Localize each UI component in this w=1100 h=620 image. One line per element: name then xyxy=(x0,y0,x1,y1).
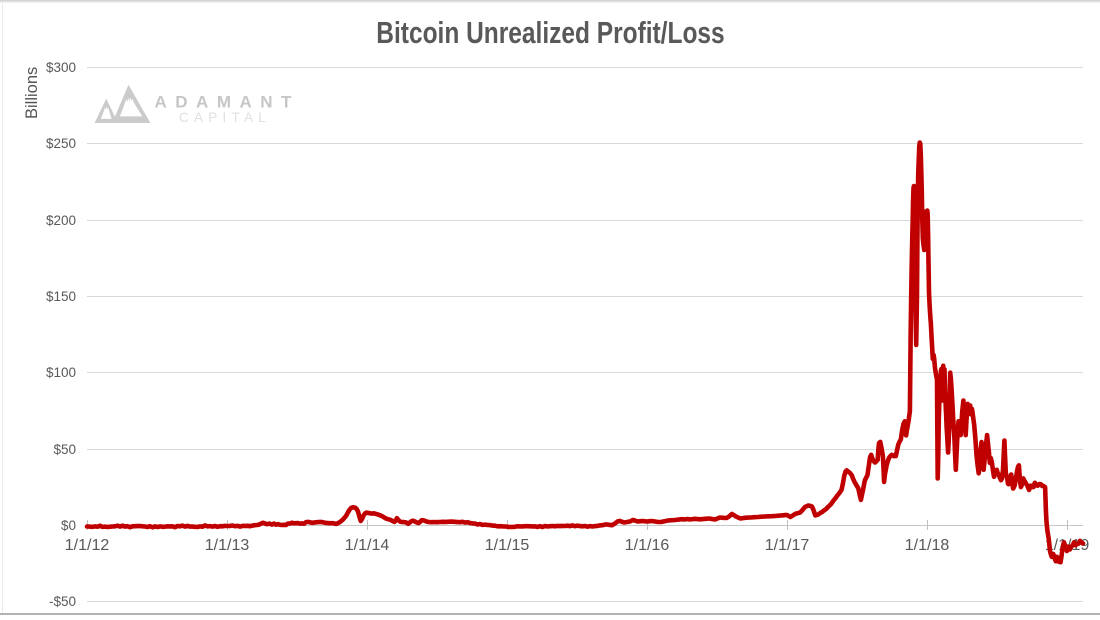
svg-text:ADAMANT: ADAMANT xyxy=(155,93,300,112)
svg-text:CAPITAL: CAPITAL xyxy=(179,110,271,125)
